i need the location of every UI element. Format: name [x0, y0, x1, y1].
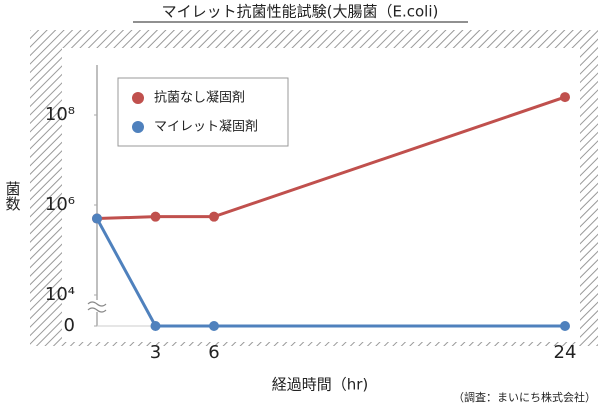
y-tick-label: 10⁴ [45, 284, 75, 305]
axis-break-gap [87, 300, 107, 312]
legend-box [117, 77, 289, 147]
chart-title: マイレット抗菌性能試験(大腸菌（E.coli) [162, 3, 439, 21]
axis-break [87, 301, 107, 313]
legend-marker [132, 121, 144, 133]
data-point [150, 211, 161, 222]
legend-label: マイレット凝固剤 [154, 119, 258, 135]
data-point [92, 213, 102, 224]
series-line [96, 95, 566, 221]
x-axis-label: 経過時間（hr) [272, 376, 369, 394]
data-point [150, 321, 161, 331]
y-axis-label: 菌数 [4, 181, 22, 211]
data-point [209, 321, 219, 331]
data-point [560, 321, 570, 331]
y-tick-label: 0 [64, 315, 75, 336]
data-point [560, 92, 570, 103]
source-note: （調査：まいにち株式会社） [453, 390, 596, 404]
legend-label: 抗菌なし凝固剤 [154, 90, 245, 106]
series-line [95, 217, 565, 328]
x-tick-label: 3 [150, 342, 161, 363]
y-tick-label: 10⁸ [45, 104, 75, 125]
x-tick-label: 24 [554, 342, 577, 363]
x-tick-label: 6 [208, 342, 219, 363]
y-tick-label: 10⁶ [45, 194, 75, 215]
data-point [209, 211, 219, 222]
legend-marker [132, 92, 144, 104]
